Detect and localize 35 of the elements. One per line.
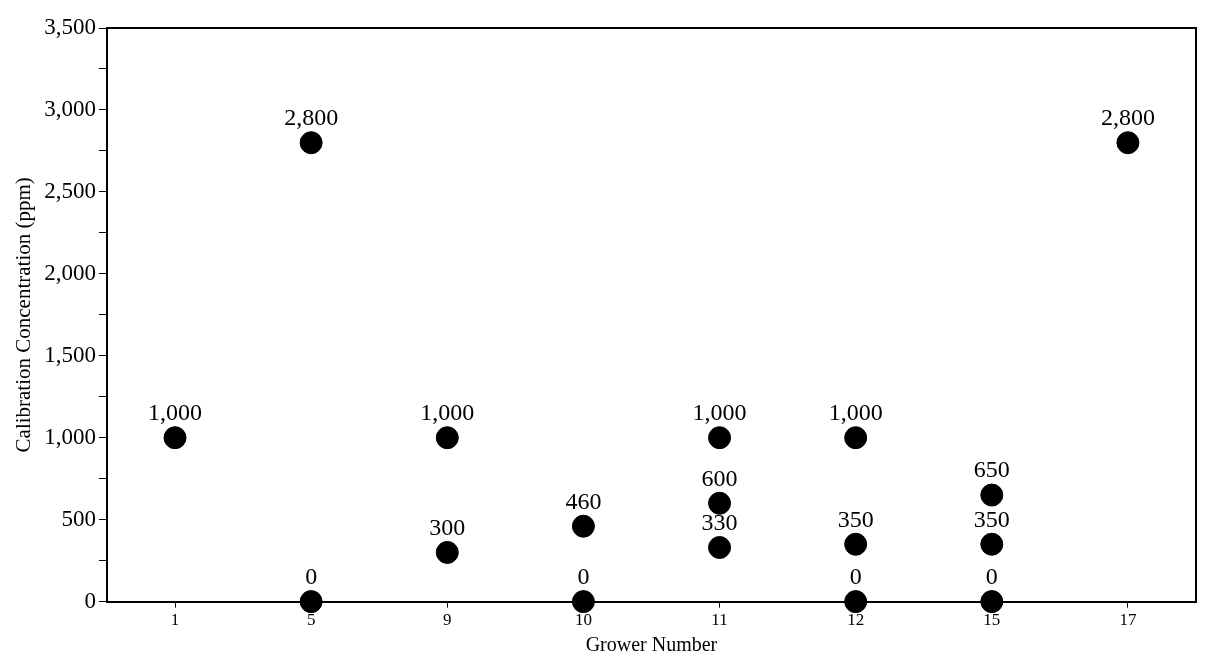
x-axis-title: Grower Number [585,633,718,656]
data-label: 350 [837,505,874,532]
data-label: 460 [565,487,602,514]
data-label: 650 [973,456,1010,483]
x-tick-label: 17 [1119,610,1137,630]
data-label: 0 [849,562,862,589]
data-label: 300 [429,513,466,540]
data-label: 330 [701,508,738,535]
y-tick-label: 500 [61,505,96,531]
data-label: 600 [701,464,738,491]
data-label: 1,000 [420,399,475,426]
x-tick-label: 9 [443,610,452,630]
data-label: 1,000 [148,399,203,426]
data-label: 0 [577,562,590,589]
y-tick-label: 2,000 [44,259,96,285]
data-label: 1,000 [828,399,883,426]
y-tick-label: 2,500 [44,177,96,203]
x-tick-label: 12 [847,610,865,630]
y-tick-label: 3,000 [44,95,96,121]
data-label: 0 [985,562,998,589]
y-axis-title: Calibration Concentration (ppm) [11,177,36,453]
data-label: 350 [973,505,1010,532]
data-label: 1,000 [692,399,747,426]
y-tick-label: 3,500 [44,14,96,40]
y-tick-label: 1,000 [44,423,96,449]
x-tick-label: 5 [306,610,316,630]
data-label: 0 [305,562,318,589]
x-tick-label: 15 [983,610,1001,630]
x-tick-label: 1 [170,610,180,630]
x-tick-label: 10 [574,610,592,630]
data-label: 2,800 [1100,104,1155,131]
y-tick-label: 0 [84,587,96,613]
data-label: 2,800 [284,104,339,131]
x-tick-label: 11 [711,610,728,630]
y-tick-label: 1,500 [44,341,96,367]
